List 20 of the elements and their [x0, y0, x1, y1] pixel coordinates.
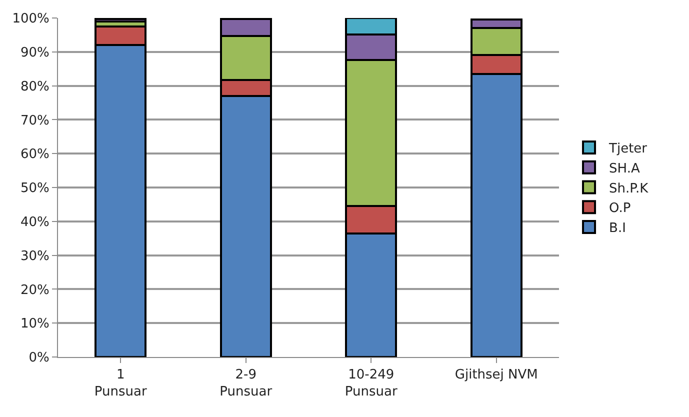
y-tick-label: 60% [20, 147, 50, 162]
x-tick-label: 1 Punsuar [94, 368, 148, 400]
x-tick-label: 2-9 Punsuar [220, 368, 273, 400]
y-tick-label: 90% [20, 45, 50, 60]
legend-label: Tjeter [608, 142, 648, 157]
y-tick-label: 70% [20, 113, 50, 128]
y-tick-label: 40% [20, 214, 50, 230]
y-tick-label: 0% [28, 350, 50, 366]
legend-label: Sh.P.K [609, 181, 649, 196]
x-tick-label: Gjithsej NVM [454, 368, 538, 383]
y-tick-label: 100% [12, 12, 50, 27]
y-tick-label: 50% [20, 181, 50, 196]
y-tick-label: 80% [20, 79, 50, 94]
x-tick-label: 10-249 Punsuar [344, 368, 398, 400]
y-tick-label: 10% [20, 316, 50, 332]
legend-label: O.P [609, 201, 631, 216]
legend-label: B.I [609, 221, 626, 236]
legend-label: SH.A [609, 161, 640, 176]
y-tick-label: 20% [20, 282, 50, 298]
y-tick-label: 30% [20, 248, 50, 264]
